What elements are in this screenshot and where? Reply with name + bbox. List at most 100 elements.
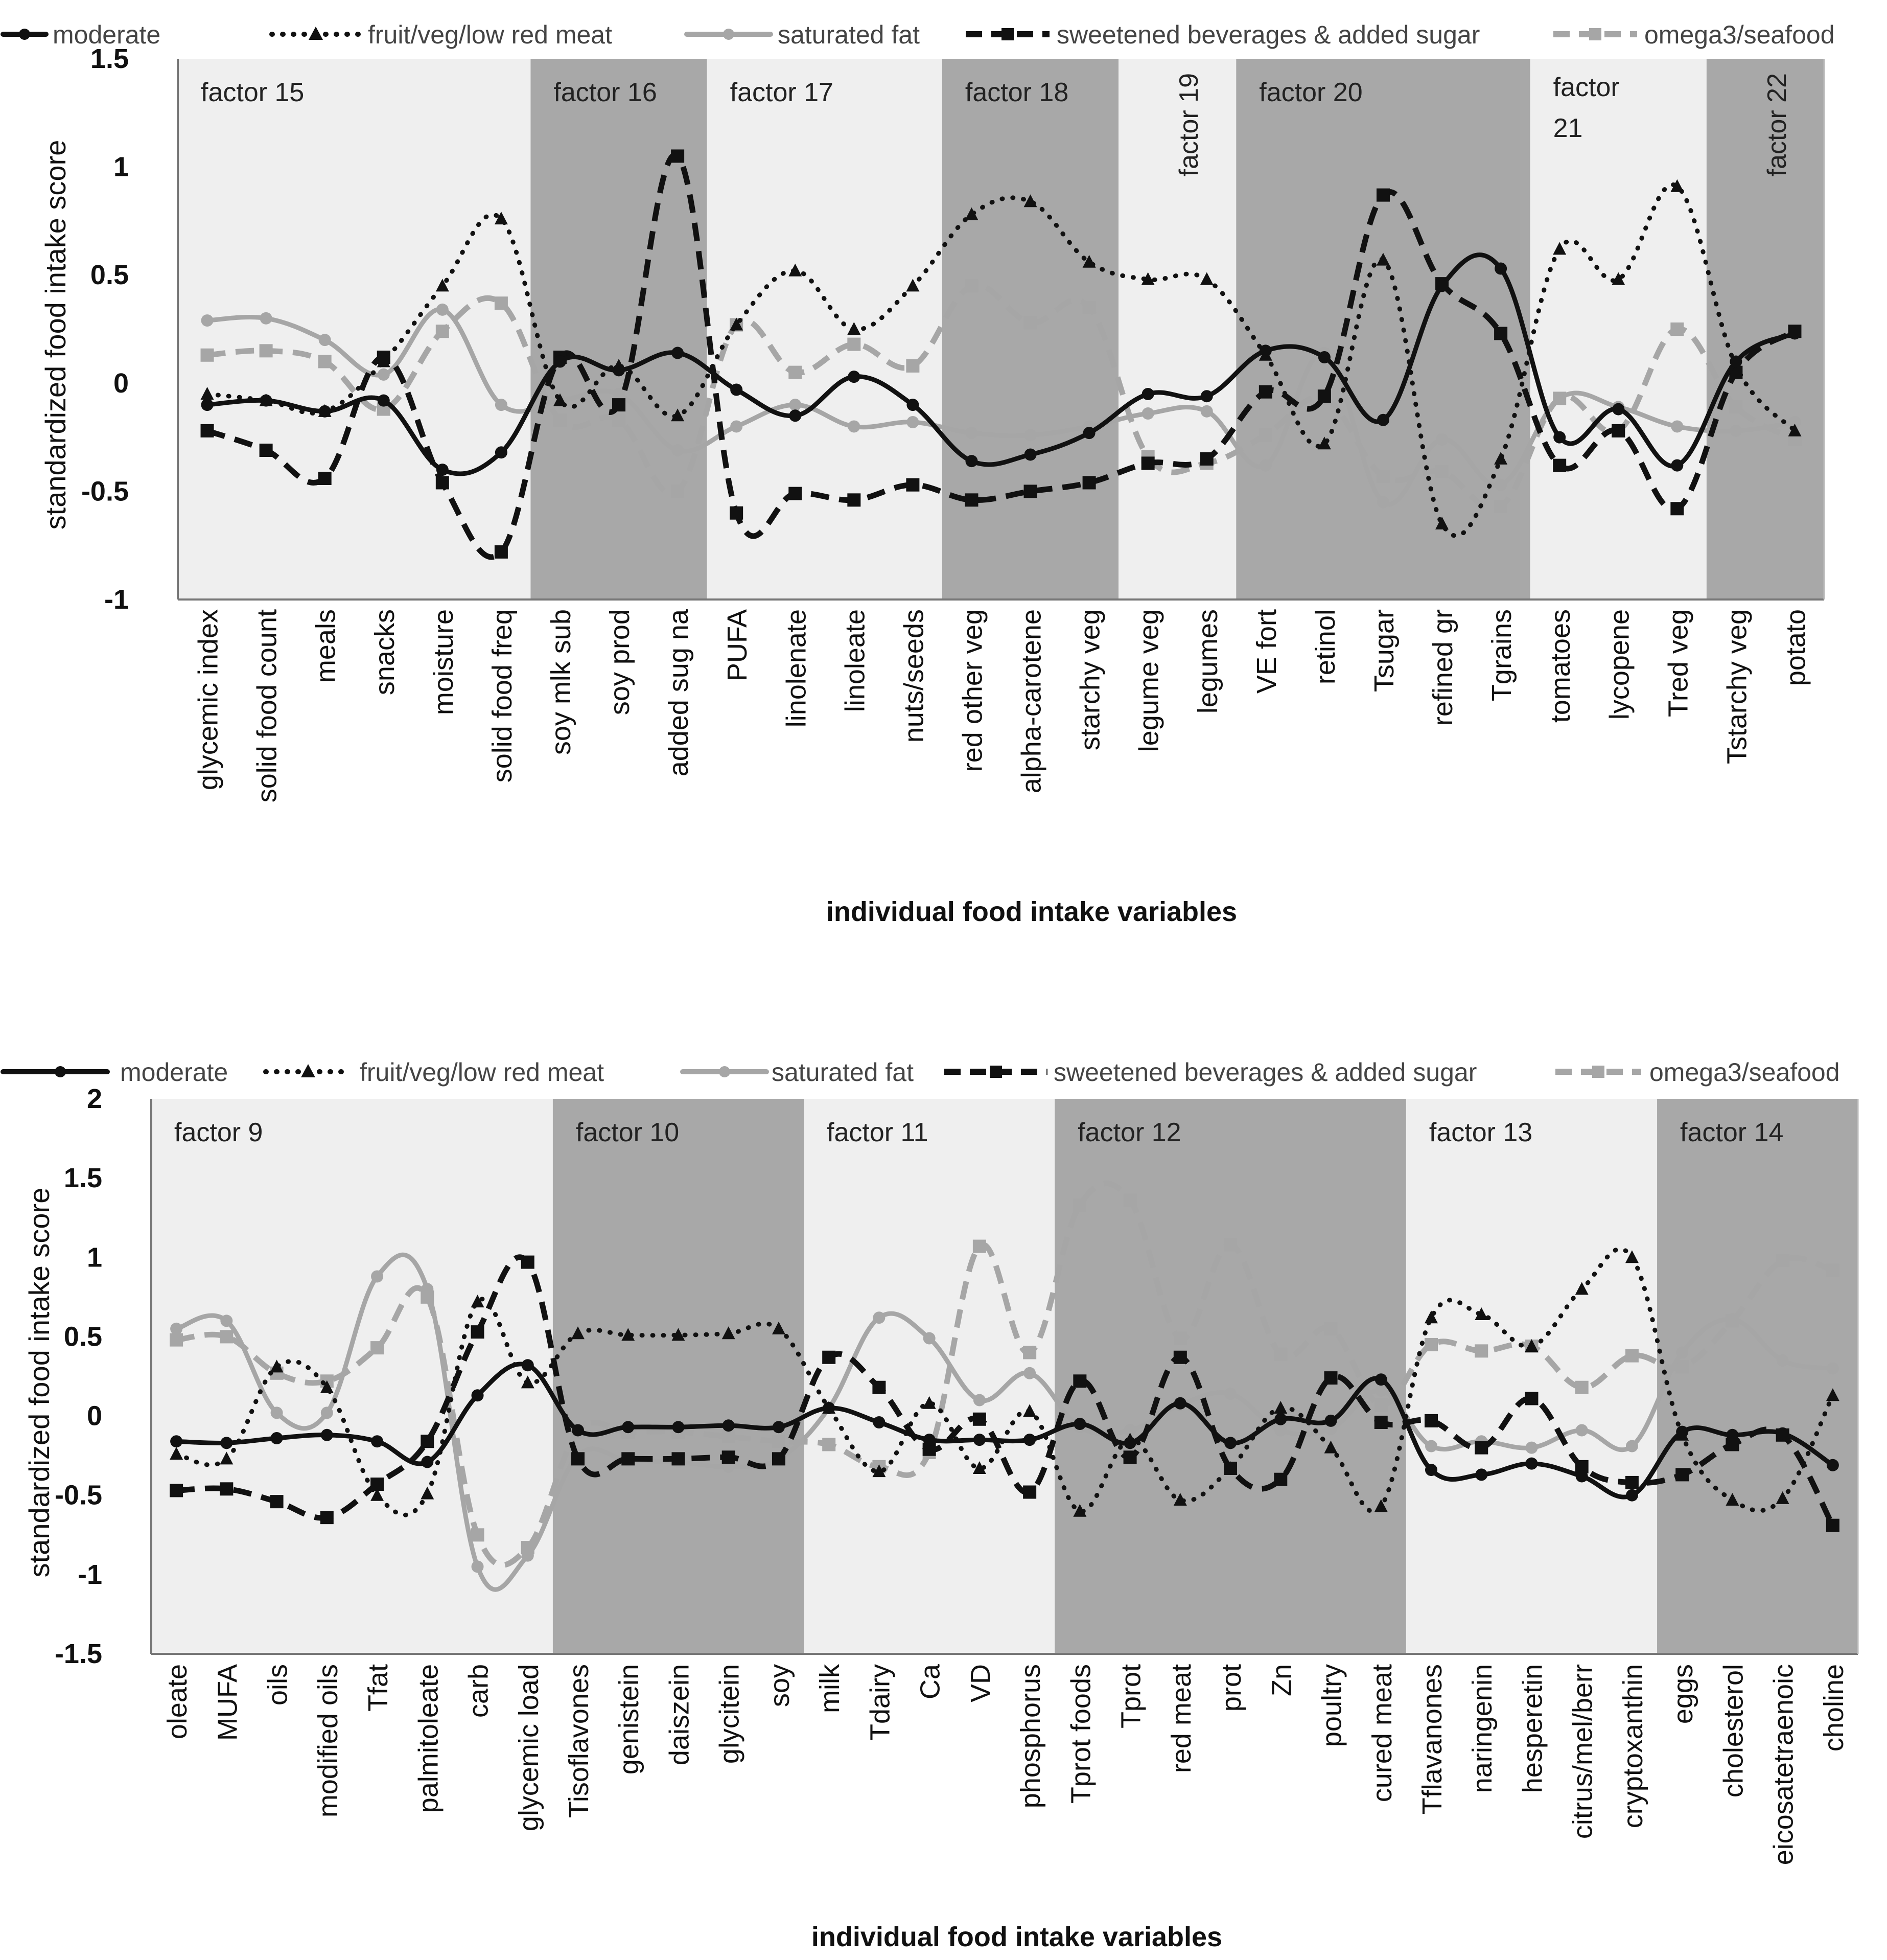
data-point <box>721 1450 735 1464</box>
data-point <box>672 1421 685 1434</box>
data-point <box>220 1482 234 1496</box>
data-point <box>318 405 331 418</box>
factor-band <box>1657 1099 1858 1654</box>
data-point <box>1788 416 1801 428</box>
x-category-label: solid food freq <box>487 609 518 782</box>
x-category-label: Tprot <box>1116 1664 1147 1728</box>
data-point <box>822 1438 836 1451</box>
bottom-legend-item-fruit-veg[interactable]: fruit/veg/low red meat <box>263 1058 604 1087</box>
x-category-label: legumes <box>1193 609 1223 713</box>
data-point <box>259 344 273 358</box>
data-point <box>722 1419 735 1432</box>
y-tick-label: 1.5 <box>64 1163 102 1193</box>
data-point <box>421 1456 434 1468</box>
bottom-legend-item-omega3[interactable]: omega3/seafood <box>1555 1058 1840 1087</box>
y-tick-label: 0.5 <box>64 1321 102 1352</box>
data-point <box>1625 1349 1639 1363</box>
x-category-label: VE fort <box>1251 609 1282 694</box>
data-point <box>259 443 273 457</box>
y-tick-label: 0.5 <box>90 260 129 290</box>
top-legend-item-fruit-veg[interactable]: fruit/veg/low red meat <box>269 20 612 49</box>
x-category-label: palmitoleate <box>413 1664 444 1813</box>
top-legend-item-saturated-fat[interactable]: saturated fat <box>684 20 920 49</box>
y-tick-label: 1 <box>87 1242 102 1273</box>
data-point <box>1625 1440 1638 1452</box>
data-point <box>671 1328 685 1341</box>
top-plot-area: factor 15 factor 16 factor 17 factor 18 fact… <box>81 43 1825 802</box>
data-point <box>494 545 508 559</box>
data-point <box>1776 1427 1789 1440</box>
bottom-legend-item-saturated-fat[interactable]: saturated fat <box>680 1058 914 1087</box>
data-point <box>1575 1282 1589 1295</box>
top-legend-item-sweetened-beverages[interactable]: sweetened beverages & added sugar <box>966 20 1480 49</box>
x-category-label: red meat <box>1166 1664 1197 1773</box>
data-point <box>220 1330 234 1344</box>
data-point <box>1675 1468 1689 1482</box>
x-category-label: tomatoes <box>1545 609 1576 723</box>
data-point <box>1553 392 1566 405</box>
data-point <box>788 263 802 276</box>
data-point <box>1826 1263 1839 1277</box>
data-point <box>220 1315 233 1327</box>
top-legend-item-omega3[interactable]: omega3/seafood <box>1553 20 1835 49</box>
factor-label: factor 9 <box>174 1118 263 1147</box>
factor-band <box>552 1099 804 1654</box>
data-point <box>1425 1338 1438 1351</box>
data-point <box>377 394 390 407</box>
data-point <box>1376 188 1390 202</box>
data-point <box>1141 407 1154 420</box>
y-tick-label: 0 <box>113 368 129 399</box>
top-legend: moderate fruit/veg/low red meat saturate… <box>1 20 1835 49</box>
series-fruit-veg-low-red-meat <box>200 179 1802 538</box>
data-point <box>471 1389 484 1402</box>
y-tick-label: 1 <box>113 152 129 182</box>
data-point <box>1274 1413 1287 1425</box>
data-point <box>1274 1424 1287 1437</box>
data-point <box>1776 1491 1789 1504</box>
data-point <box>1274 1401 1288 1414</box>
data-point <box>1671 420 1684 433</box>
data-point <box>1776 1254 1789 1267</box>
data-point <box>1023 1485 1037 1499</box>
data-point <box>1435 516 1449 529</box>
bottom-legend-item-sweetened-beverages[interactable]: sweetened beverages & added sugar <box>944 1058 1477 1087</box>
series-saturated-fat <box>201 303 1801 509</box>
x-category-label: lycopene <box>1604 609 1635 720</box>
x-category-label: oleate <box>162 1664 193 1739</box>
data-point <box>436 303 449 316</box>
data-point <box>1625 1475 1639 1489</box>
data-point <box>1525 1339 1539 1352</box>
bottom-legend-item-moderate[interactable]: moderate <box>1 1058 228 1087</box>
data-point <box>371 1435 384 1448</box>
data-point <box>1436 433 1449 446</box>
data-point <box>671 1452 685 1466</box>
data-point <box>1435 465 1449 479</box>
data-point <box>1124 1424 1136 1437</box>
data-point <box>873 1416 886 1428</box>
data-point <box>621 1328 635 1341</box>
data-point <box>270 1406 283 1419</box>
x-category-label: added sug na <box>663 609 694 776</box>
data-point <box>848 420 860 433</box>
data-point <box>1375 1373 1387 1386</box>
data-point <box>1475 1344 1488 1358</box>
data-point <box>613 364 625 377</box>
data-point <box>377 351 390 364</box>
data-point <box>965 279 979 293</box>
data-point <box>1082 255 1096 268</box>
data-point <box>1475 1441 1488 1455</box>
data-point <box>1612 272 1625 285</box>
top-legend-item-moderate[interactable]: moderate <box>1 20 160 49</box>
factor-label: factor 22 <box>1762 73 1792 176</box>
data-point <box>1082 476 1096 490</box>
data-point <box>421 1486 434 1500</box>
series-line <box>205 182 1797 538</box>
x-category-label: legume veg <box>1134 609 1164 752</box>
data-point <box>1074 1418 1086 1431</box>
series-moderate <box>170 1359 1839 1502</box>
data-point <box>1123 1450 1137 1464</box>
data-point <box>200 424 214 437</box>
data-point <box>1024 429 1037 442</box>
x-category-label: starchy veg <box>1075 609 1106 750</box>
data-point <box>201 314 214 327</box>
